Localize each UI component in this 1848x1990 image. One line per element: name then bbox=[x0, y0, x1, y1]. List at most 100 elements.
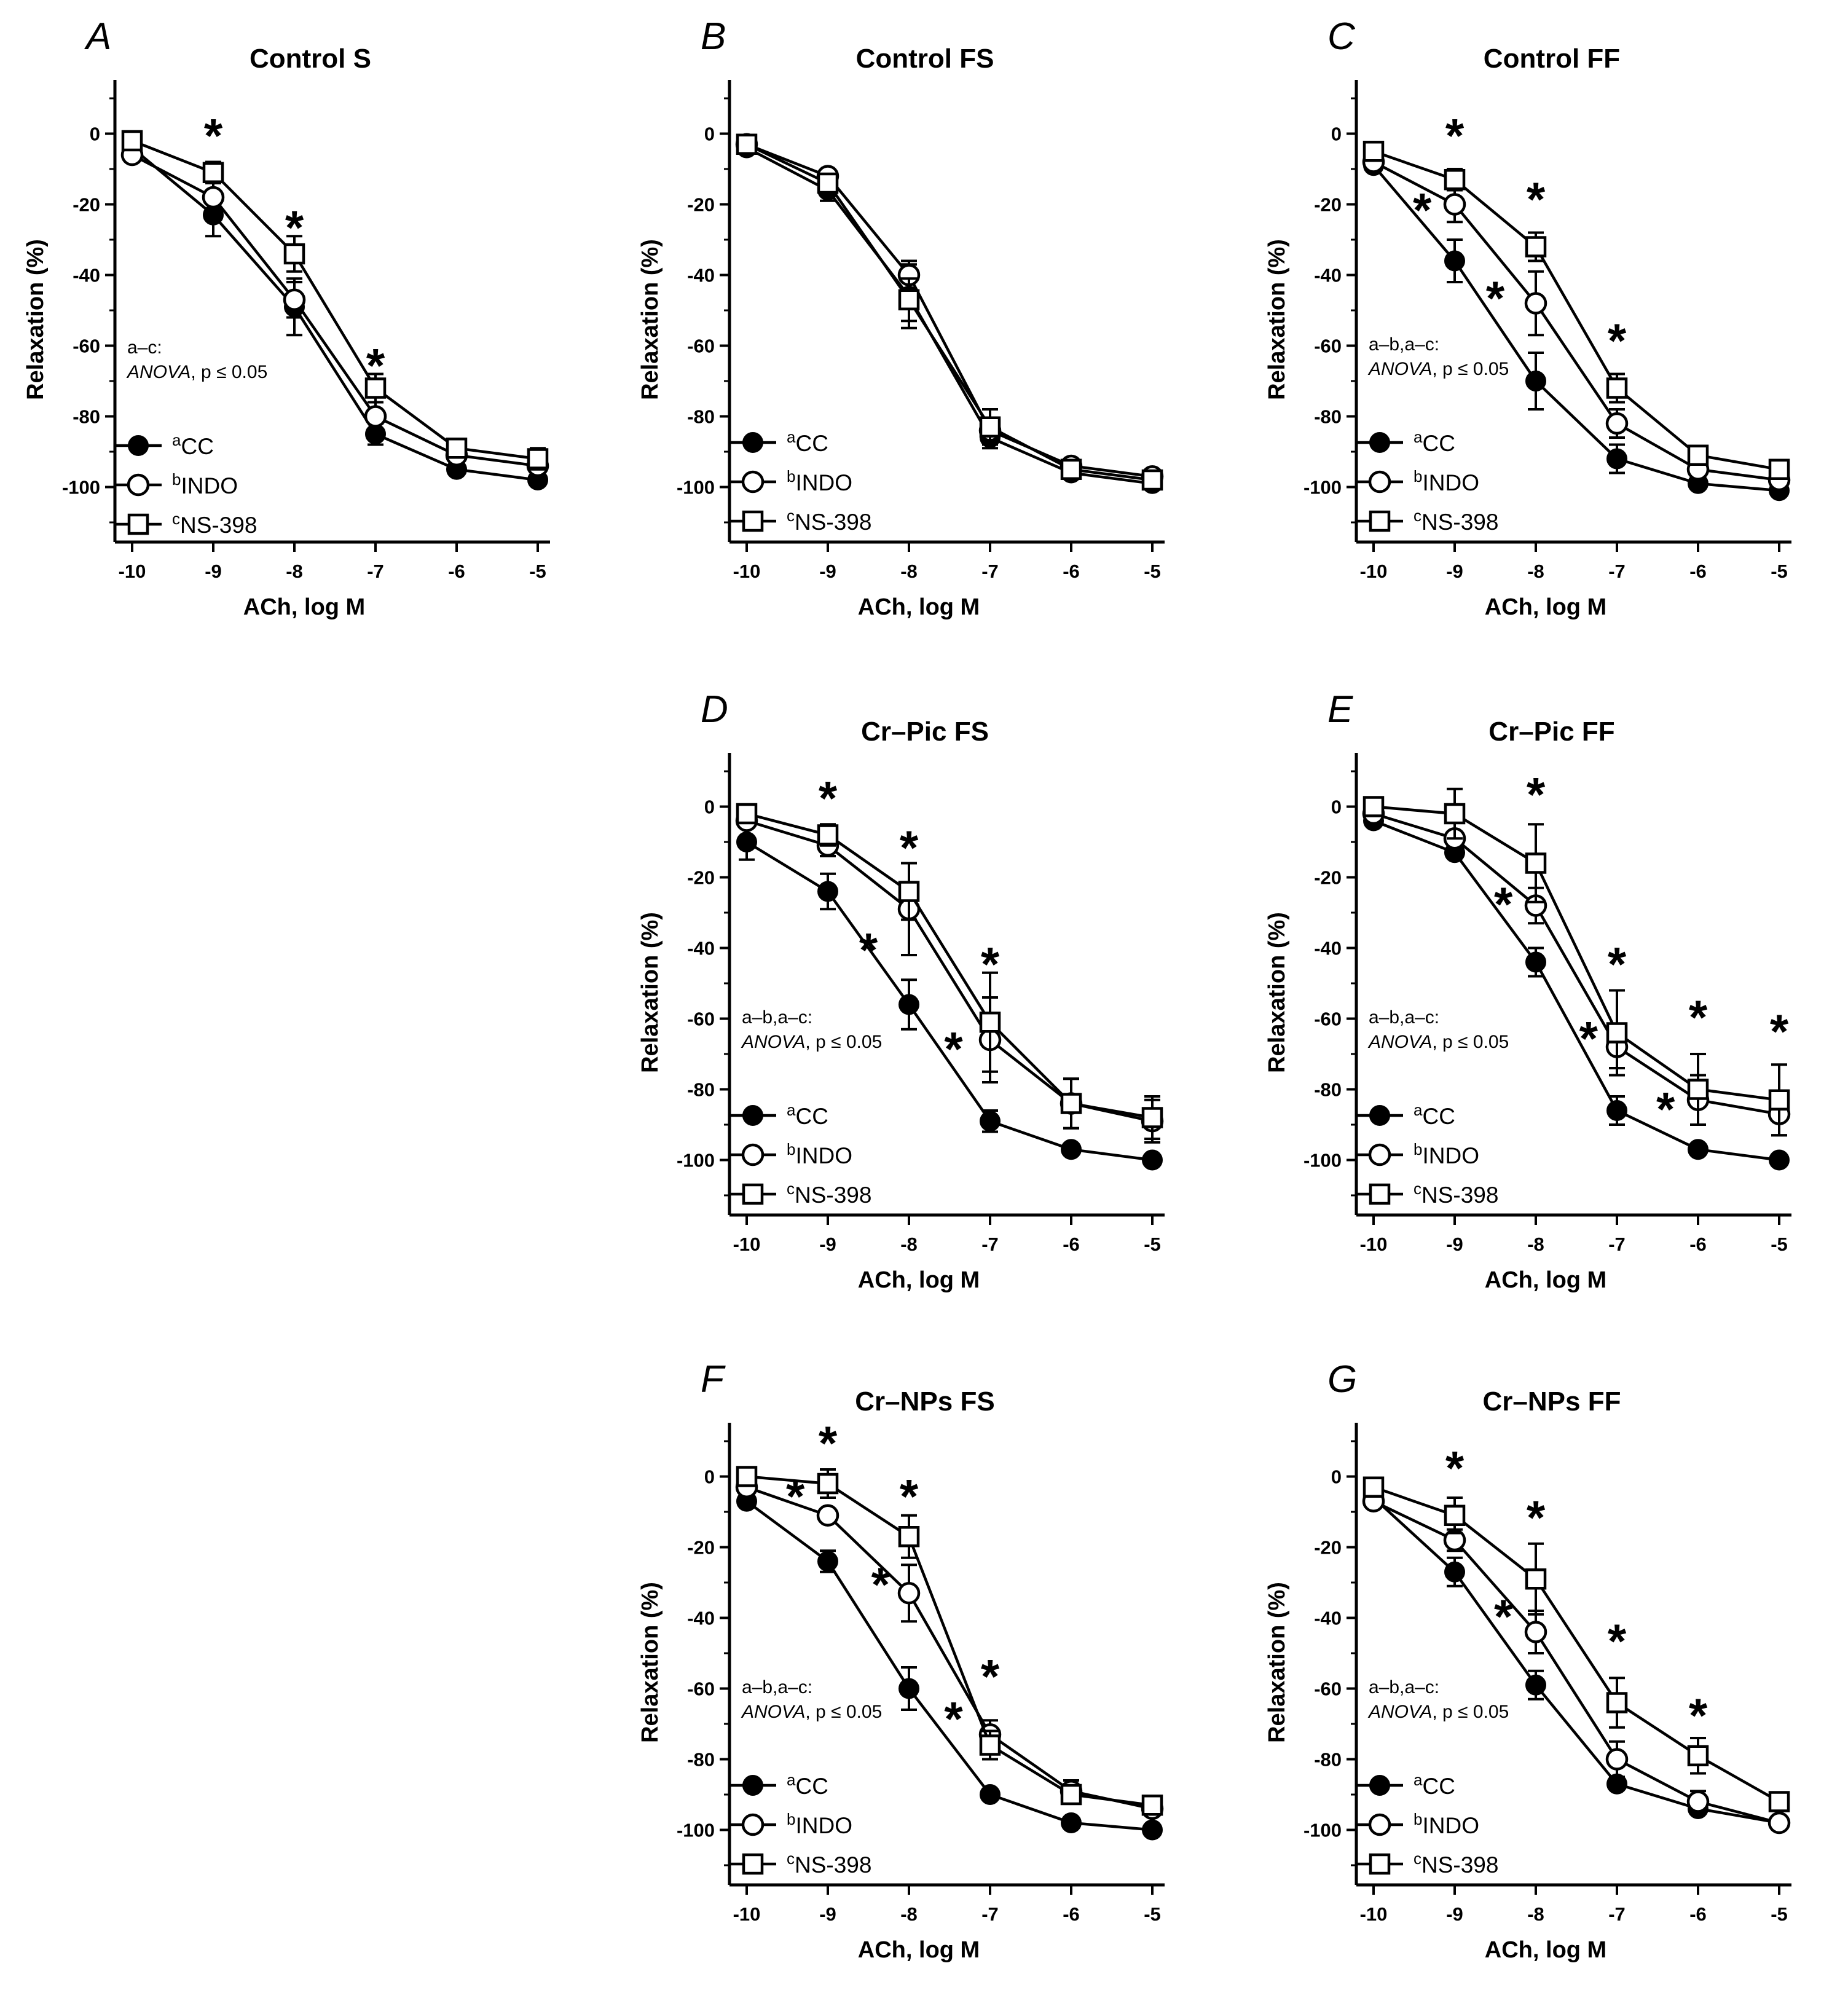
legend-superscript: a bbox=[172, 431, 181, 449]
data-point bbox=[898, 1678, 919, 1699]
legend-superscript: c bbox=[1414, 1849, 1421, 1868]
series-line bbox=[1372, 1496, 1780, 1825]
x-tick-label: -6 bbox=[1689, 1233, 1707, 1255]
legend-entry: bINDO bbox=[115, 470, 238, 498]
data-point bbox=[1524, 1621, 1547, 1643]
legend-superscript: b bbox=[172, 470, 181, 489]
panel-letter: G bbox=[1327, 1358, 1357, 1401]
legend-entry: bINDO bbox=[1356, 1810, 1479, 1838]
data-point bbox=[817, 824, 839, 846]
x-tick-label: -6 bbox=[1063, 560, 1080, 582]
x-tick-label: -9 bbox=[1446, 560, 1463, 582]
legend-entry: aCC bbox=[1356, 1101, 1455, 1129]
significance-star: * bbox=[859, 923, 878, 977]
chart-title: Cr–NPs FS bbox=[855, 1386, 994, 1417]
y-tick-label: -60 bbox=[1314, 336, 1342, 357]
y-tick-label: 0 bbox=[1331, 1466, 1342, 1488]
x-axis-label: ACh, log M bbox=[1485, 594, 1606, 620]
legend-entry: aCC bbox=[115, 431, 214, 459]
x-tick-label: -9 bbox=[1446, 1233, 1463, 1255]
significance-star: * bbox=[1608, 937, 1627, 991]
legend-marker bbox=[1369, 1105, 1390, 1126]
significance-star: * bbox=[366, 338, 385, 392]
series-line bbox=[746, 143, 1153, 482]
legend-series-name: NS-398 bbox=[795, 1852, 871, 1878]
x-axis-label: ACh, log M bbox=[1485, 1267, 1606, 1293]
y-tick-label: -40 bbox=[1314, 1608, 1342, 1629]
legend-series-name: CC bbox=[1422, 1774, 1455, 1799]
legend-entry: bINDO bbox=[1356, 1140, 1479, 1168]
data-point bbox=[898, 994, 919, 1015]
y-tick-label: -40 bbox=[73, 265, 100, 286]
y-tick-label: -100 bbox=[677, 1820, 715, 1841]
data-point bbox=[817, 881, 838, 902]
legend-marker bbox=[1368, 470, 1391, 494]
data-point bbox=[1525, 371, 1546, 391]
legend-label: cNS-398 bbox=[1414, 506, 1498, 535]
legend-superscript: c bbox=[1414, 1179, 1421, 1198]
y-tick-label: -20 bbox=[1314, 194, 1342, 216]
legend-entry: bINDO bbox=[729, 1810, 852, 1838]
legend-series-name: CC bbox=[795, 1774, 828, 1799]
legend-marker bbox=[742, 510, 764, 532]
annotation-comparison: a–b,a–c: bbox=[1369, 1007, 1439, 1028]
y-tick-label: 0 bbox=[704, 796, 715, 818]
x-tick-label: -5 bbox=[1144, 560, 1161, 582]
x-tick-label: -9 bbox=[1446, 1903, 1463, 1925]
data-point bbox=[364, 377, 387, 399]
legend-superscript: b bbox=[787, 1140, 795, 1158]
legend-superscript: a bbox=[787, 1101, 796, 1119]
significance-star: * bbox=[1527, 172, 1546, 226]
data-point bbox=[979, 416, 1001, 438]
x-tick-label: -10 bbox=[1360, 560, 1388, 582]
y-tick-label: -60 bbox=[687, 1009, 715, 1030]
annotation-anova: ANOVA bbox=[1367, 1032, 1432, 1052]
legend-label: aCC bbox=[787, 428, 828, 456]
data-point bbox=[1525, 951, 1546, 973]
series-cc bbox=[736, 823, 1163, 1171]
data-point bbox=[1525, 1568, 1547, 1590]
data-point bbox=[1768, 1791, 1790, 1812]
series-line bbox=[746, 819, 1153, 1123]
significance-star: * bbox=[1579, 1011, 1598, 1065]
data-point bbox=[817, 1551, 838, 1572]
x-tick-label: -7 bbox=[1608, 1233, 1626, 1255]
annotation-anova: ANOVA bbox=[126, 362, 191, 382]
x-tick-label: -10 bbox=[733, 1903, 761, 1925]
data-point bbox=[898, 289, 920, 310]
legend-marker bbox=[128, 435, 149, 456]
data-point bbox=[1362, 1476, 1385, 1498]
annotation-stats: ANOVA, p ≤ 0.05 bbox=[1367, 1702, 1509, 1722]
data-point bbox=[283, 243, 305, 265]
significance-star: * bbox=[1486, 271, 1505, 325]
significance-star: * bbox=[819, 771, 838, 825]
series-ns-398 bbox=[1362, 141, 1790, 480]
legend-label: bINDO bbox=[1414, 1140, 1479, 1168]
y-tick-label: 0 bbox=[704, 124, 715, 145]
data-point bbox=[1687, 1079, 1709, 1100]
y-tick-label: -40 bbox=[687, 1608, 715, 1629]
legend-label: aCC bbox=[1414, 1771, 1455, 1799]
data-point bbox=[1606, 377, 1628, 399]
x-axis-label: ACh, log M bbox=[858, 1937, 980, 1963]
data-point bbox=[1687, 1745, 1709, 1766]
x-axis-label: ACh, log M bbox=[858, 594, 980, 620]
significance-star: * bbox=[786, 1469, 805, 1523]
x-tick-label: -5 bbox=[529, 560, 546, 582]
x-tick-label: -8 bbox=[900, 1233, 918, 1255]
data-point bbox=[1142, 1819, 1163, 1841]
x-tick-label: -7 bbox=[367, 560, 384, 582]
annotation-stats: ANOVA, p ≤ 0.05 bbox=[1367, 1032, 1509, 1052]
legend-series-name: INDO bbox=[1422, 470, 1479, 495]
data-point bbox=[1606, 448, 1627, 470]
legend-superscript: c bbox=[787, 1179, 795, 1198]
data-point bbox=[1061, 1139, 1082, 1160]
x-tick-label: -7 bbox=[981, 1233, 999, 1255]
legend-series-name: INDO bbox=[1422, 1813, 1479, 1838]
legend-marker bbox=[1369, 432, 1390, 453]
data-point bbox=[1444, 1561, 1465, 1583]
legend-marker bbox=[1368, 1143, 1391, 1166]
y-tick-label: -80 bbox=[687, 1749, 715, 1771]
y-axis-label: Relaxation (%) bbox=[637, 239, 663, 400]
x-tick-label: -10 bbox=[733, 560, 761, 582]
